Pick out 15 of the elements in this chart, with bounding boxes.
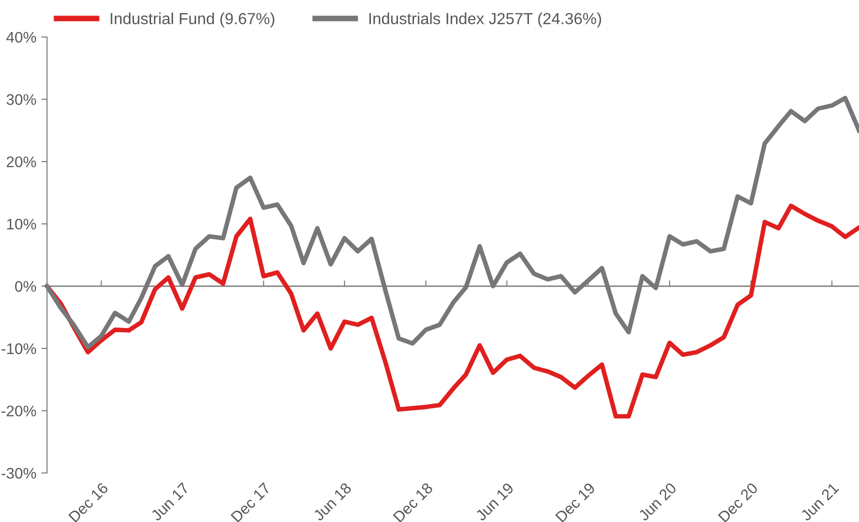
x-tick-label: Jun 21 — [800, 482, 840, 522]
legend-label: Industrials Index J257T (24.36%) — [369, 12, 602, 28]
y-tick-label: 10% — [7, 218, 36, 230]
x-tick-label: Jun 18 — [312, 482, 352, 522]
y-tick-label: -20% — [2, 406, 36, 416]
y-tick-label: 40% — [6, 32, 36, 43]
y-tick-label: -30% — [2, 468, 36, 479]
y-tick-label: 20% — [6, 156, 36, 168]
y-tick-label: 0% — [15, 281, 36, 292]
y-tick-label: -10% — [2, 343, 36, 354]
x-tick-label: Jun 17 — [150, 482, 190, 522]
x-tick-label: Jun 19 — [474, 482, 514, 522]
y-tick-label: 30% — [6, 94, 36, 105]
x-tick-label: Jun 20 — [638, 482, 678, 522]
legend-label: Industrial Fund (9.67%) — [110, 12, 274, 28]
